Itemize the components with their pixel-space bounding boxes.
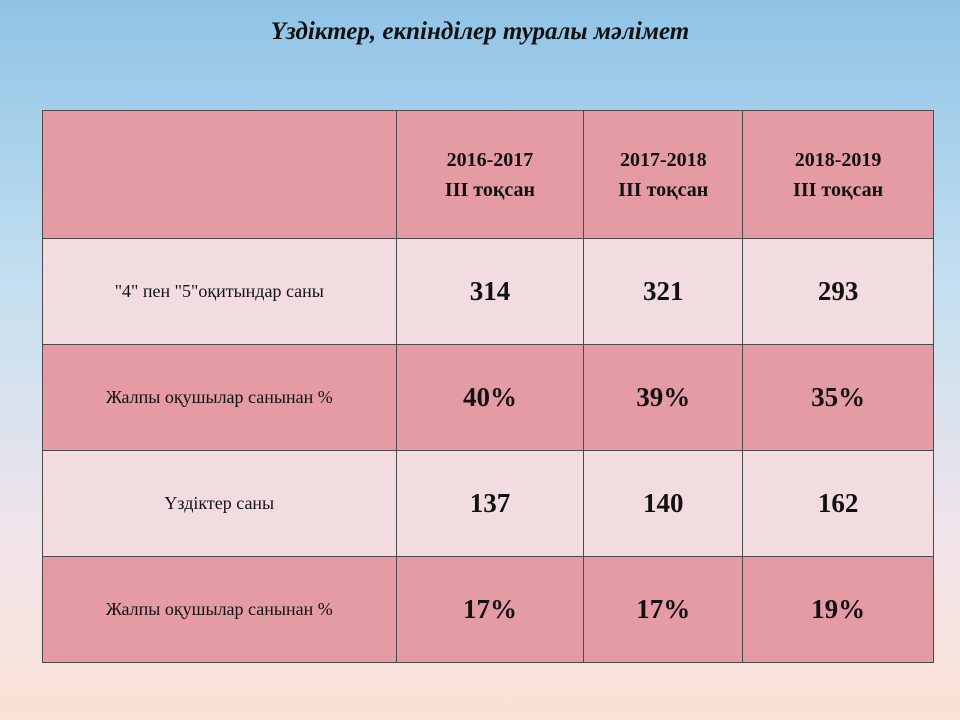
data-table: 2016-2017 ІІІ тоқсан 2017-2018 ІІІ тоқсан 20… — [42, 110, 934, 663]
value-cell: 40% — [395, 344, 585, 451]
value-cell: 39% — [583, 344, 744, 451]
header-line: ІІІ тоқсан — [618, 178, 709, 201]
value-cell: 293 — [742, 238, 934, 345]
header-line: ІІІ тоқсан — [793, 178, 884, 201]
table-body: 2016-2017 ІІІ тоқсан 2017-2018 ІІІ тоқсан 20… — [42, 110, 934, 663]
header-cell: 2016-2017 ІІІ тоқсан — [395, 110, 585, 239]
header-cell: 2018-2019 ІІІ тоқсан — [742, 110, 934, 239]
header-row: 2016-2017 ІІІ тоқсан 2017-2018 ІІІ тоқсан 20… — [42, 110, 934, 239]
table-row: "4" пен "5"оқитындар саны 314 321 293 — [42, 238, 934, 345]
table-row: Жалпы оқушылар санынан % 40% 39% 35% — [42, 344, 934, 451]
row-label: "4" пен "5"оқитындар саны — [42, 238, 397, 345]
value-cell: 35% — [742, 344, 934, 451]
value-cell: 17% — [395, 556, 585, 663]
row-label: Жалпы оқушылар санынан % — [42, 344, 397, 451]
corner-cell — [42, 110, 397, 239]
value-cell: 137 — [395, 450, 585, 557]
value-cell: 19% — [742, 556, 934, 663]
value-cell: 140 — [583, 450, 744, 557]
table-row: Үздіктер саны 137 140 162 — [42, 450, 934, 557]
row-label: Жалпы оқушылар санынан % — [42, 556, 397, 663]
value-cell: 314 — [395, 238, 585, 345]
table-row: Жалпы оқушылар санынан % 17% 17% 19% — [42, 556, 934, 663]
header-line: 2016-2017 — [446, 148, 534, 171]
slide-title: Үздіктер, екпінділер туралы мәлімет — [270, 18, 690, 45]
header-line: 2017-2018 — [619, 148, 707, 171]
row-label: Үздіктер саны — [42, 450, 397, 557]
value-cell: 17% — [583, 556, 744, 663]
value-cell: 162 — [742, 450, 934, 557]
value-cell: 321 — [583, 238, 744, 345]
header-cell: 2017-2018 ІІІ тоқсан — [583, 110, 744, 239]
header-line: ІІІ тоқсан — [444, 178, 535, 201]
header-line: 2018-2019 — [794, 148, 882, 171]
